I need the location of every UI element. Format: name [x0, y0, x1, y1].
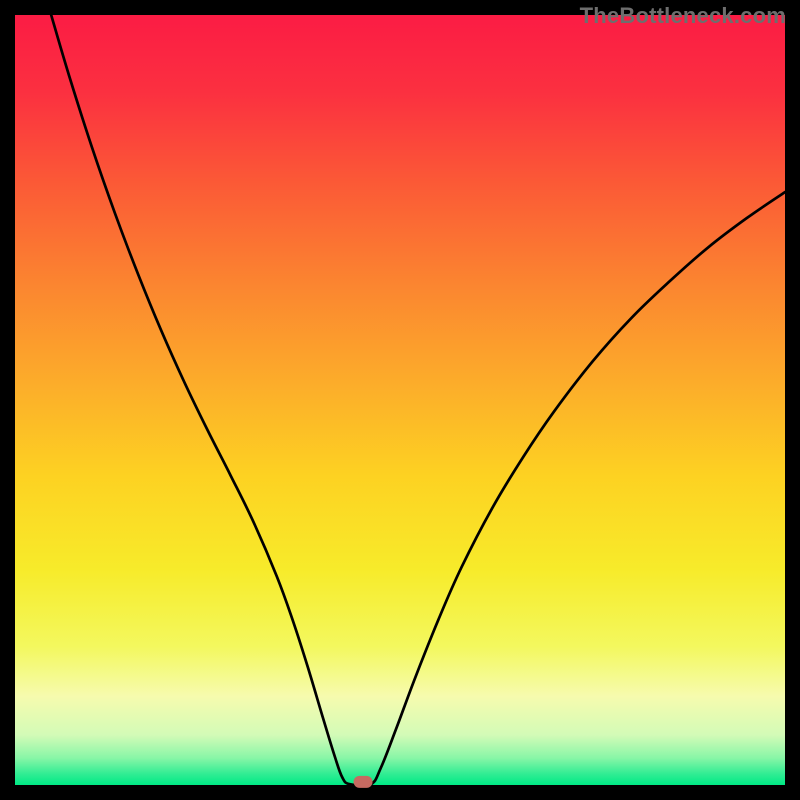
watermark-text: TheBottleneck.com [580, 3, 786, 29]
chart-container: { "meta": { "watermark_text": "TheBottle… [0, 0, 800, 800]
plot-background [15, 15, 785, 785]
optimal-point-marker [354, 776, 373, 788]
bottleneck-chart [0, 0, 800, 800]
